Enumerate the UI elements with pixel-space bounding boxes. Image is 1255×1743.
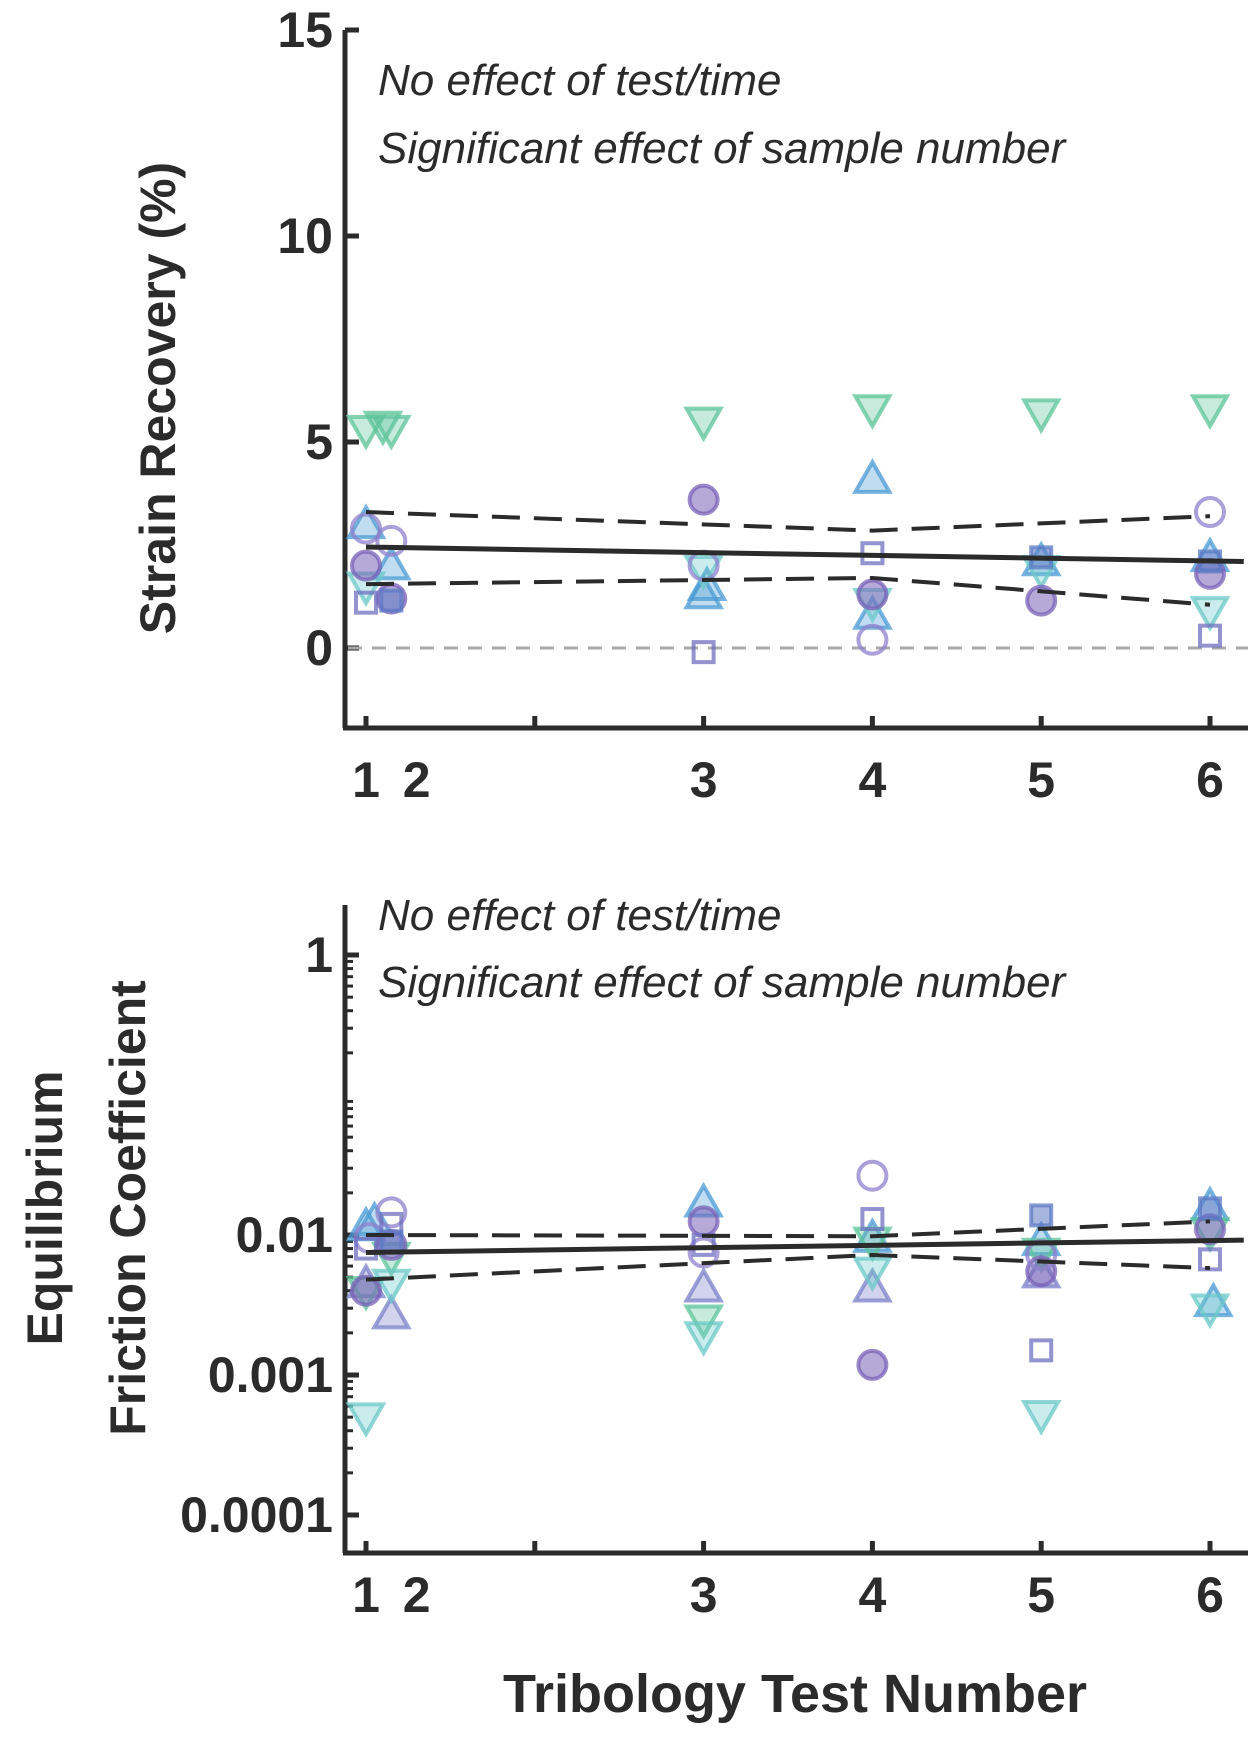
data-point — [851, 394, 893, 431]
upper-confidence-line — [365, 1219, 1211, 1239]
x-tick-label: 5 — [1027, 752, 1055, 808]
data-point — [856, 623, 889, 656]
data-point — [354, 590, 378, 615]
data-point — [851, 594, 893, 630]
x-tick-label: 3 — [690, 1567, 718, 1623]
x-tick-label: 6 — [1196, 1567, 1224, 1623]
data-point — [350, 512, 382, 545]
x-tick-label: 1 — [352, 1567, 380, 1623]
data-point — [860, 1207, 885, 1232]
data-point — [851, 458, 893, 494]
x-tick-label: 4 — [858, 752, 886, 808]
data-point — [375, 1196, 408, 1229]
data-point — [370, 1293, 412, 1330]
upper-confidence-line — [365, 510, 1211, 533]
annotation-text: Significant effect of sample number — [378, 124, 1068, 173]
strain-recovery-panel: 0 5 10 15 1 2 3 4 5 6 No effect of test/time Signif… — [130, 2, 1248, 808]
data-point — [687, 483, 720, 516]
x-tick-label: 2 — [403, 1567, 431, 1623]
annotation-text: No effect of test/time — [378, 891, 782, 940]
y-axis-title: Friction Coefficient — [100, 980, 156, 1436]
data-point — [345, 503, 387, 540]
data-point — [1194, 496, 1226, 529]
data-point — [379, 588, 404, 613]
y-tick-label: 0 — [305, 620, 333, 676]
annotation-text: No effect of test/time — [378, 56, 782, 105]
data-point — [354, 1236, 378, 1261]
data-point — [375, 524, 408, 557]
data-point — [683, 1321, 725, 1358]
data-point — [350, 549, 382, 582]
data-point — [683, 1266, 725, 1303]
annotation-text: Significant effect of sample number — [378, 958, 1068, 1007]
data-point — [691, 640, 716, 665]
y-tick-label: 1 — [305, 927, 333, 983]
data-point — [683, 554, 725, 591]
y-axis-title: Strain Recovery (%) — [130, 162, 186, 634]
lower-confidence-line — [365, 575, 1211, 607]
x-axis-title: Tribology Test Number — [503, 1664, 1087, 1724]
x-tick-label: 6 — [1196, 752, 1224, 808]
data-point — [856, 1348, 889, 1381]
data-point — [687, 1236, 720, 1269]
y-tick-label: 0.0001 — [180, 1487, 333, 1543]
y-tick-label: 5 — [305, 414, 333, 470]
lower-confidence-line — [365, 1252, 1211, 1282]
data-point — [1025, 1255, 1058, 1288]
x-tick-label: 3 — [690, 752, 718, 808]
data-point — [1198, 1247, 1222, 1272]
data-point — [1020, 1400, 1062, 1436]
data-point — [370, 414, 412, 451]
y-tick-label: 0.001 — [208, 1347, 333, 1403]
data-point — [345, 1402, 387, 1439]
x-tick-label: 4 — [858, 1567, 886, 1623]
y-axis-title: Equilibrium — [17, 1071, 73, 1346]
data-point — [856, 578, 889, 611]
data-point — [1198, 1196, 1222, 1221]
data-point — [1029, 1203, 1054, 1228]
data-point — [370, 544, 412, 581]
data-point — [683, 406, 725, 443]
x-tick-label: 5 — [1027, 1567, 1055, 1623]
data-point — [1029, 1338, 1054, 1363]
x-tick-label: 2 — [403, 752, 431, 808]
x-tick-label: 1 — [352, 752, 380, 808]
data-point — [350, 1274, 382, 1307]
fit-line — [365, 1237, 1244, 1255]
y-tick-label: 0.01 — [236, 1207, 333, 1263]
y-tick-label: 10 — [277, 208, 333, 264]
data-point — [687, 1205, 720, 1238]
fit-line — [365, 544, 1244, 564]
data-point — [1189, 596, 1231, 632]
y-tick-label: 15 — [277, 2, 333, 58]
data-point — [1198, 623, 1222, 648]
data-point — [1189, 1293, 1231, 1330]
data-point — [856, 1159, 889, 1192]
data-point — [1020, 398, 1062, 435]
data-point — [1189, 394, 1231, 431]
data-point — [851, 1256, 893, 1293]
